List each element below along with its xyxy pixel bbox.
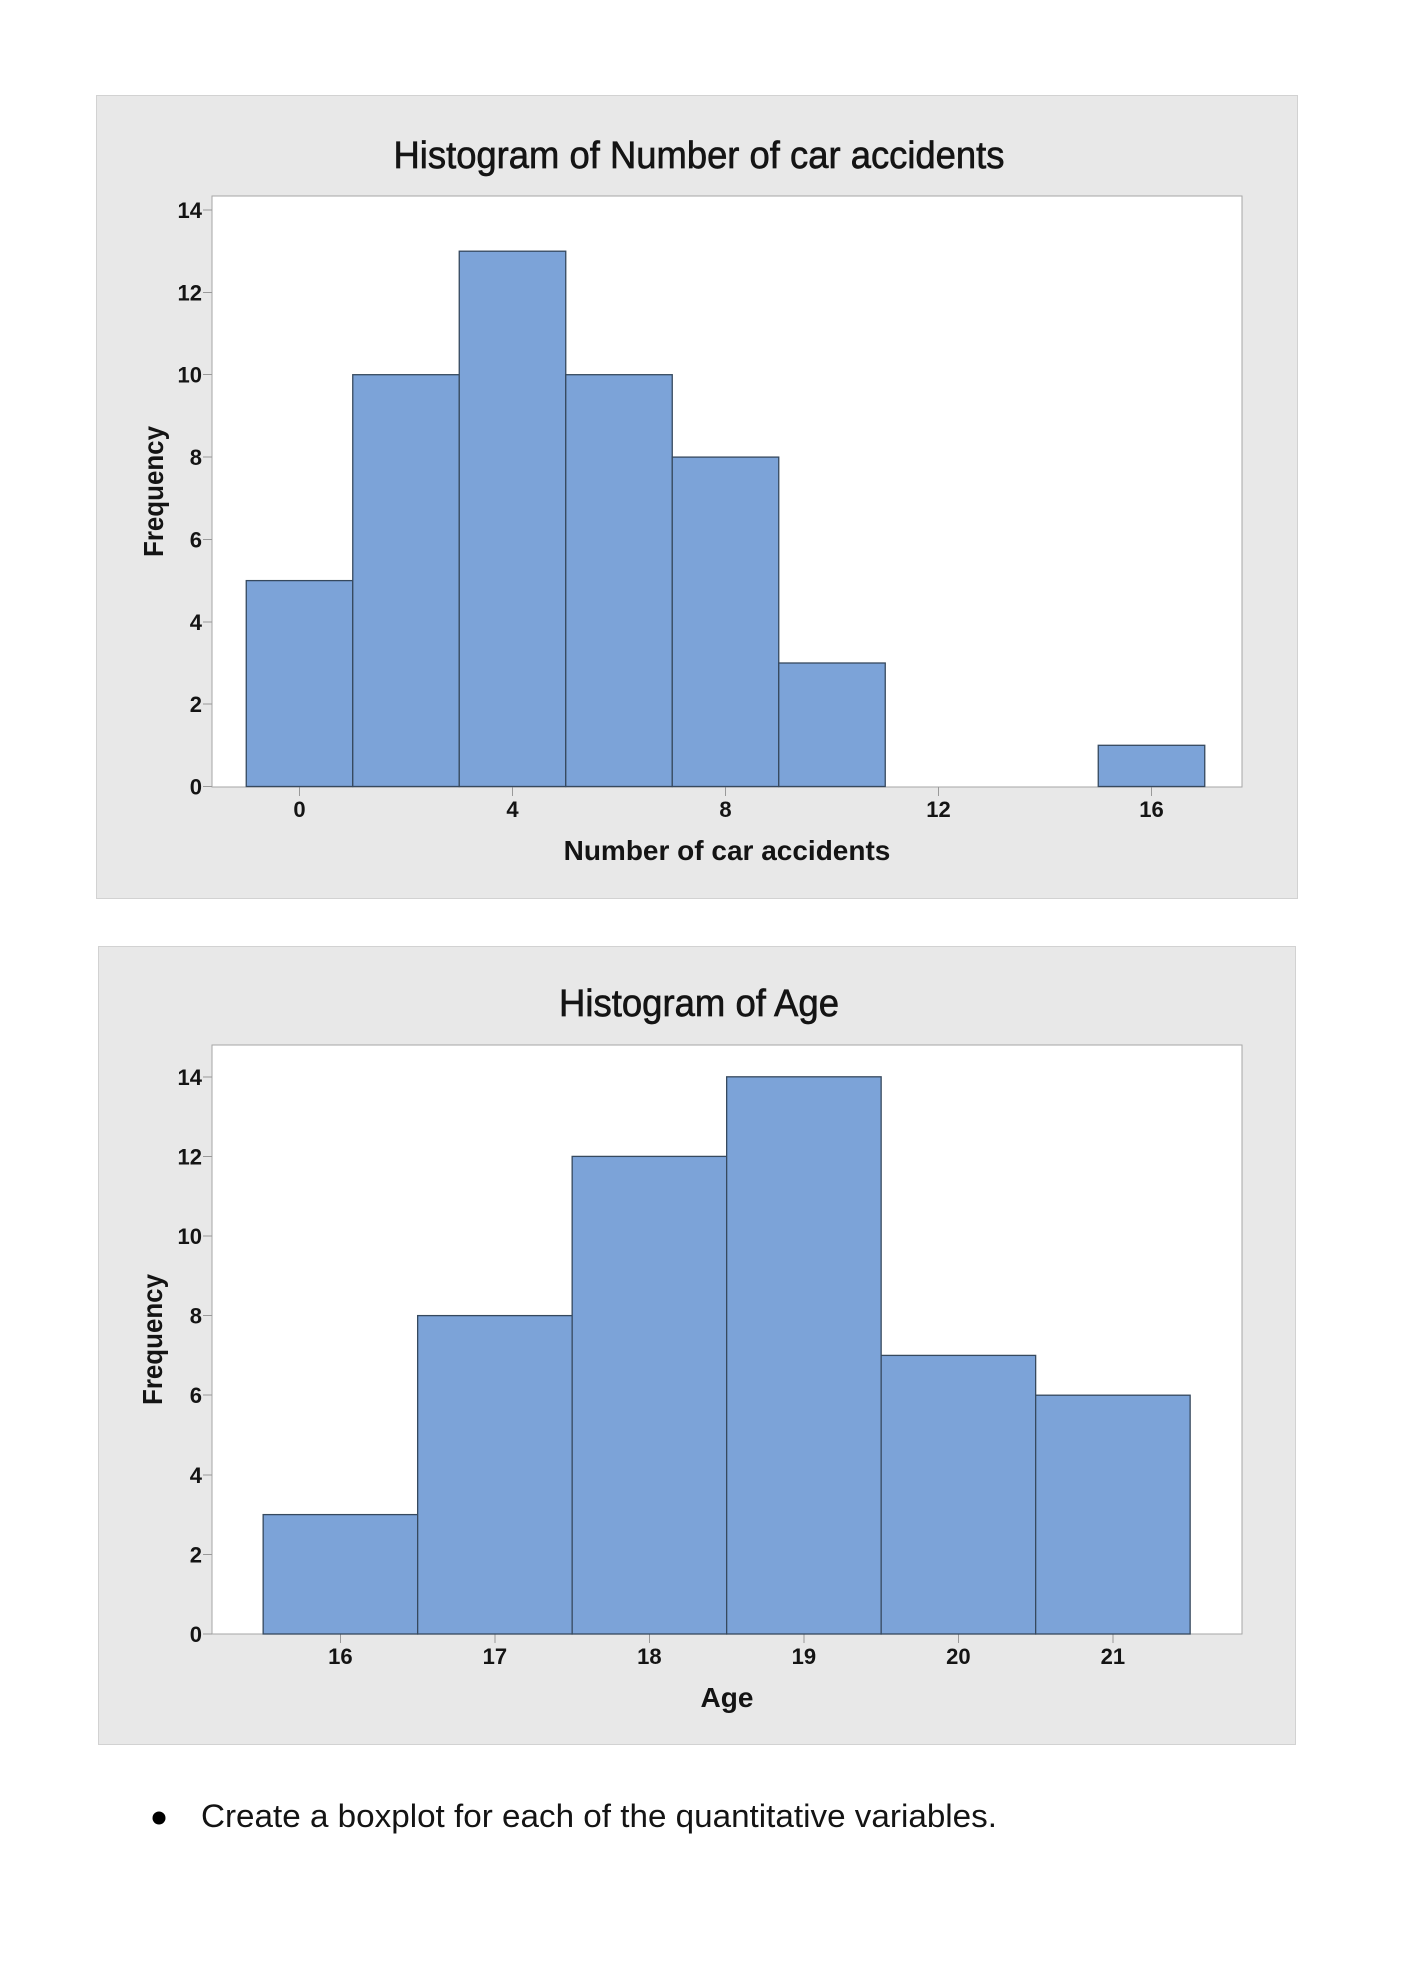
svg-text:Create a boxplot for each of t: Create a boxplot for each of the quantit… bbox=[201, 1798, 997, 1834]
svg-text:Histogram of Age: Histogram of Age bbox=[559, 983, 839, 1025]
svg-text:10: 10 bbox=[178, 1224, 202, 1249]
svg-text:19: 19 bbox=[792, 1644, 816, 1669]
svg-text:16: 16 bbox=[1139, 797, 1163, 822]
svg-text:4: 4 bbox=[506, 797, 519, 822]
svg-text:8: 8 bbox=[190, 1304, 202, 1329]
svg-text:8: 8 bbox=[190, 445, 202, 470]
svg-text:17: 17 bbox=[483, 1644, 507, 1669]
svg-text:4: 4 bbox=[190, 610, 203, 635]
svg-text:0: 0 bbox=[190, 775, 202, 800]
svg-text:14: 14 bbox=[178, 198, 203, 223]
svg-text:Frequency: Frequency bbox=[137, 1274, 168, 1405]
svg-text:14: 14 bbox=[178, 1065, 203, 1090]
svg-text:8: 8 bbox=[719, 797, 731, 822]
svg-text:12: 12 bbox=[926, 797, 950, 822]
svg-text:Age: Age bbox=[701, 1682, 754, 1713]
svg-text:10: 10 bbox=[178, 363, 202, 388]
svg-text:16: 16 bbox=[328, 1644, 352, 1669]
svg-text:4: 4 bbox=[190, 1463, 203, 1488]
svg-text:6: 6 bbox=[190, 1383, 202, 1408]
svg-text:2: 2 bbox=[190, 692, 202, 717]
svg-text:20: 20 bbox=[946, 1644, 970, 1669]
svg-text:12: 12 bbox=[178, 1144, 202, 1169]
svg-text:6: 6 bbox=[190, 527, 202, 552]
svg-text:12: 12 bbox=[178, 280, 202, 305]
svg-text:0: 0 bbox=[190, 1622, 202, 1647]
svg-text:Number of car accidents: Number of car accidents bbox=[564, 835, 891, 866]
svg-text:18: 18 bbox=[637, 1644, 661, 1669]
svg-text:Frequency: Frequency bbox=[138, 426, 169, 557]
svg-text:0: 0 bbox=[293, 797, 305, 822]
svg-text:2: 2 bbox=[190, 1542, 202, 1567]
svg-text:21: 21 bbox=[1101, 1644, 1125, 1669]
svg-text:Histogram of Number of car acc: Histogram of Number of car accidents bbox=[394, 135, 1005, 177]
